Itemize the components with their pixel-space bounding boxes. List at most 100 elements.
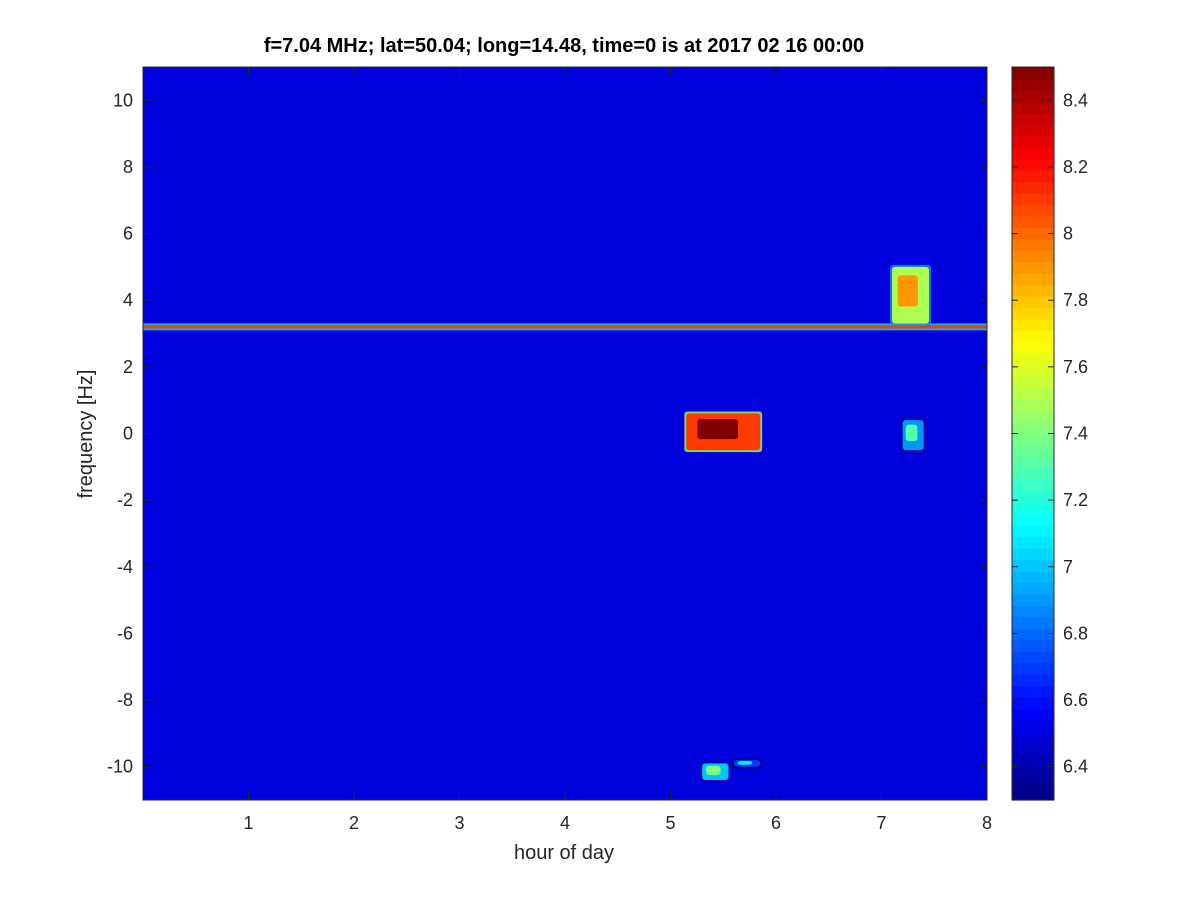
colorbar-step xyxy=(1012,101,1054,114)
colorbar-step xyxy=(1012,456,1054,469)
colorbar-ticks: 6.4 6.6 6.8 7 7.2 7.4 7.6 7.8 8 8.2 8.4 xyxy=(1012,90,1088,777)
colorbar-step xyxy=(1012,67,1054,80)
x-tick-label: 3 xyxy=(454,813,464,833)
colorbar-step xyxy=(1012,570,1054,583)
colorbar-tick-label: 7.4 xyxy=(1063,424,1088,444)
x-axis-label: hour of day xyxy=(514,842,614,864)
colorbar-step xyxy=(1012,422,1054,435)
heatmap-blob-core xyxy=(706,765,721,776)
y-tick-label: -4 xyxy=(117,557,133,577)
colorbar-step xyxy=(1012,273,1054,286)
colorbar-step xyxy=(1012,639,1054,652)
colorbar-step xyxy=(1012,559,1054,572)
colorbar-step xyxy=(1012,261,1054,274)
y-axis-ticks: -10 -8 -6 -4 -2 0 2 4 6 8 10 xyxy=(107,90,987,777)
heatmap-blob-core xyxy=(737,761,753,765)
colorbar-step xyxy=(1012,341,1054,354)
colorbar-step xyxy=(1012,651,1054,664)
colorbar-step xyxy=(1012,147,1054,160)
colorbar-step xyxy=(1012,582,1054,595)
colorbar-step xyxy=(1012,215,1054,228)
y-tick-label: -8 xyxy=(117,690,133,710)
colorbar-step xyxy=(1012,330,1054,343)
x-tick-label: 5 xyxy=(665,813,675,833)
colorbar-tick-label: 7.8 xyxy=(1063,290,1088,310)
colorbar-step xyxy=(1012,685,1054,698)
heatmap-cells xyxy=(143,264,987,783)
colorbar-step xyxy=(1012,318,1054,332)
colorbar-step xyxy=(1012,742,1054,755)
colorbar-step xyxy=(1012,444,1054,458)
colorbar-tick-label: 7.2 xyxy=(1063,490,1088,510)
colorbar-gradient xyxy=(1012,67,1054,801)
colorbar-step xyxy=(1012,467,1054,480)
heatmap-line-halo xyxy=(143,328,987,331)
colorbar-step xyxy=(1012,364,1054,377)
colorbar-step xyxy=(1012,192,1054,206)
colorbar-tick-label: 8 xyxy=(1063,224,1073,244)
y-tick-label: 0 xyxy=(123,424,133,444)
x-axis-ticks: 1 2 3 4 5 6 7 8 xyxy=(243,67,992,833)
y-tick-label: -10 xyxy=(107,757,133,777)
colorbar-step xyxy=(1012,754,1054,767)
chart-title: f=7.04 MHz; lat=50.04; long=14.48, time=… xyxy=(264,35,864,57)
colorbar-tick-label: 6.8 xyxy=(1063,623,1088,643)
y-tick-label: -6 xyxy=(117,623,133,643)
colorbar-tick-label: 8.4 xyxy=(1063,90,1088,110)
x-tick-label: 6 xyxy=(771,813,781,833)
y-tick-label: 4 xyxy=(123,290,133,310)
colorbar-step xyxy=(1012,135,1054,148)
colorbar-step xyxy=(1012,525,1054,538)
colorbar: 6.4 6.6 6.8 7 7.2 7.4 7.6 7.8 8 8.2 8.4 xyxy=(1011,66,1088,801)
colorbar-step xyxy=(1012,708,1054,721)
colorbar-step xyxy=(1012,788,1054,801)
colorbar-step xyxy=(1012,616,1054,629)
colorbar-tick-label: 7 xyxy=(1063,557,1073,577)
colorbar-step xyxy=(1012,628,1054,641)
x-tick-label: 1 xyxy=(243,813,253,833)
colorbar-step xyxy=(1012,479,1054,492)
colorbar-tick-label: 8.2 xyxy=(1063,157,1088,177)
heatmap-blob-core xyxy=(905,424,918,442)
colorbar-step xyxy=(1012,353,1054,366)
y-tick-label: 6 xyxy=(123,224,133,244)
colorbar-step xyxy=(1012,662,1054,675)
colorbar-step xyxy=(1012,399,1054,412)
x-tick-label: 7 xyxy=(876,813,886,833)
colorbar-step xyxy=(1012,158,1054,171)
colorbar-step xyxy=(1012,719,1054,732)
heatmap-line xyxy=(143,325,987,329)
colorbar-step xyxy=(1012,548,1054,561)
colorbar-step xyxy=(1012,181,1054,194)
colorbar-step xyxy=(1012,593,1054,606)
colorbar-step xyxy=(1012,204,1054,217)
y-tick-label: 10 xyxy=(113,90,133,110)
colorbar-step xyxy=(1012,765,1054,778)
colorbar-step xyxy=(1012,387,1054,400)
heatmap-blob-core xyxy=(697,419,739,440)
colorbar-step xyxy=(1012,502,1054,515)
colorbar-step xyxy=(1012,777,1054,790)
colorbar-step xyxy=(1012,674,1054,687)
x-tick-label: 4 xyxy=(560,813,570,833)
colorbar-step xyxy=(1012,238,1054,251)
x-tick-label: 2 xyxy=(349,813,359,833)
heatmap-line-halo xyxy=(143,323,987,326)
colorbar-step xyxy=(1012,490,1054,503)
plot-area xyxy=(142,66,988,801)
colorbar-step xyxy=(1012,536,1054,549)
heatmap-blob-core xyxy=(897,275,918,307)
colorbar-step xyxy=(1012,227,1054,240)
colorbar-step xyxy=(1012,296,1054,309)
y-tick-label: -2 xyxy=(117,490,133,510)
colorbar-tick-label: 6.6 xyxy=(1063,690,1088,710)
colorbar-step xyxy=(1012,513,1054,526)
colorbar-step xyxy=(1012,284,1054,297)
x-tick-label: 8 xyxy=(982,813,992,833)
colorbar-step xyxy=(1012,433,1054,446)
colorbar-step xyxy=(1012,78,1054,91)
colorbar-step xyxy=(1012,250,1054,263)
colorbar-step xyxy=(1012,124,1054,137)
y-tick-label: 2 xyxy=(123,357,133,377)
